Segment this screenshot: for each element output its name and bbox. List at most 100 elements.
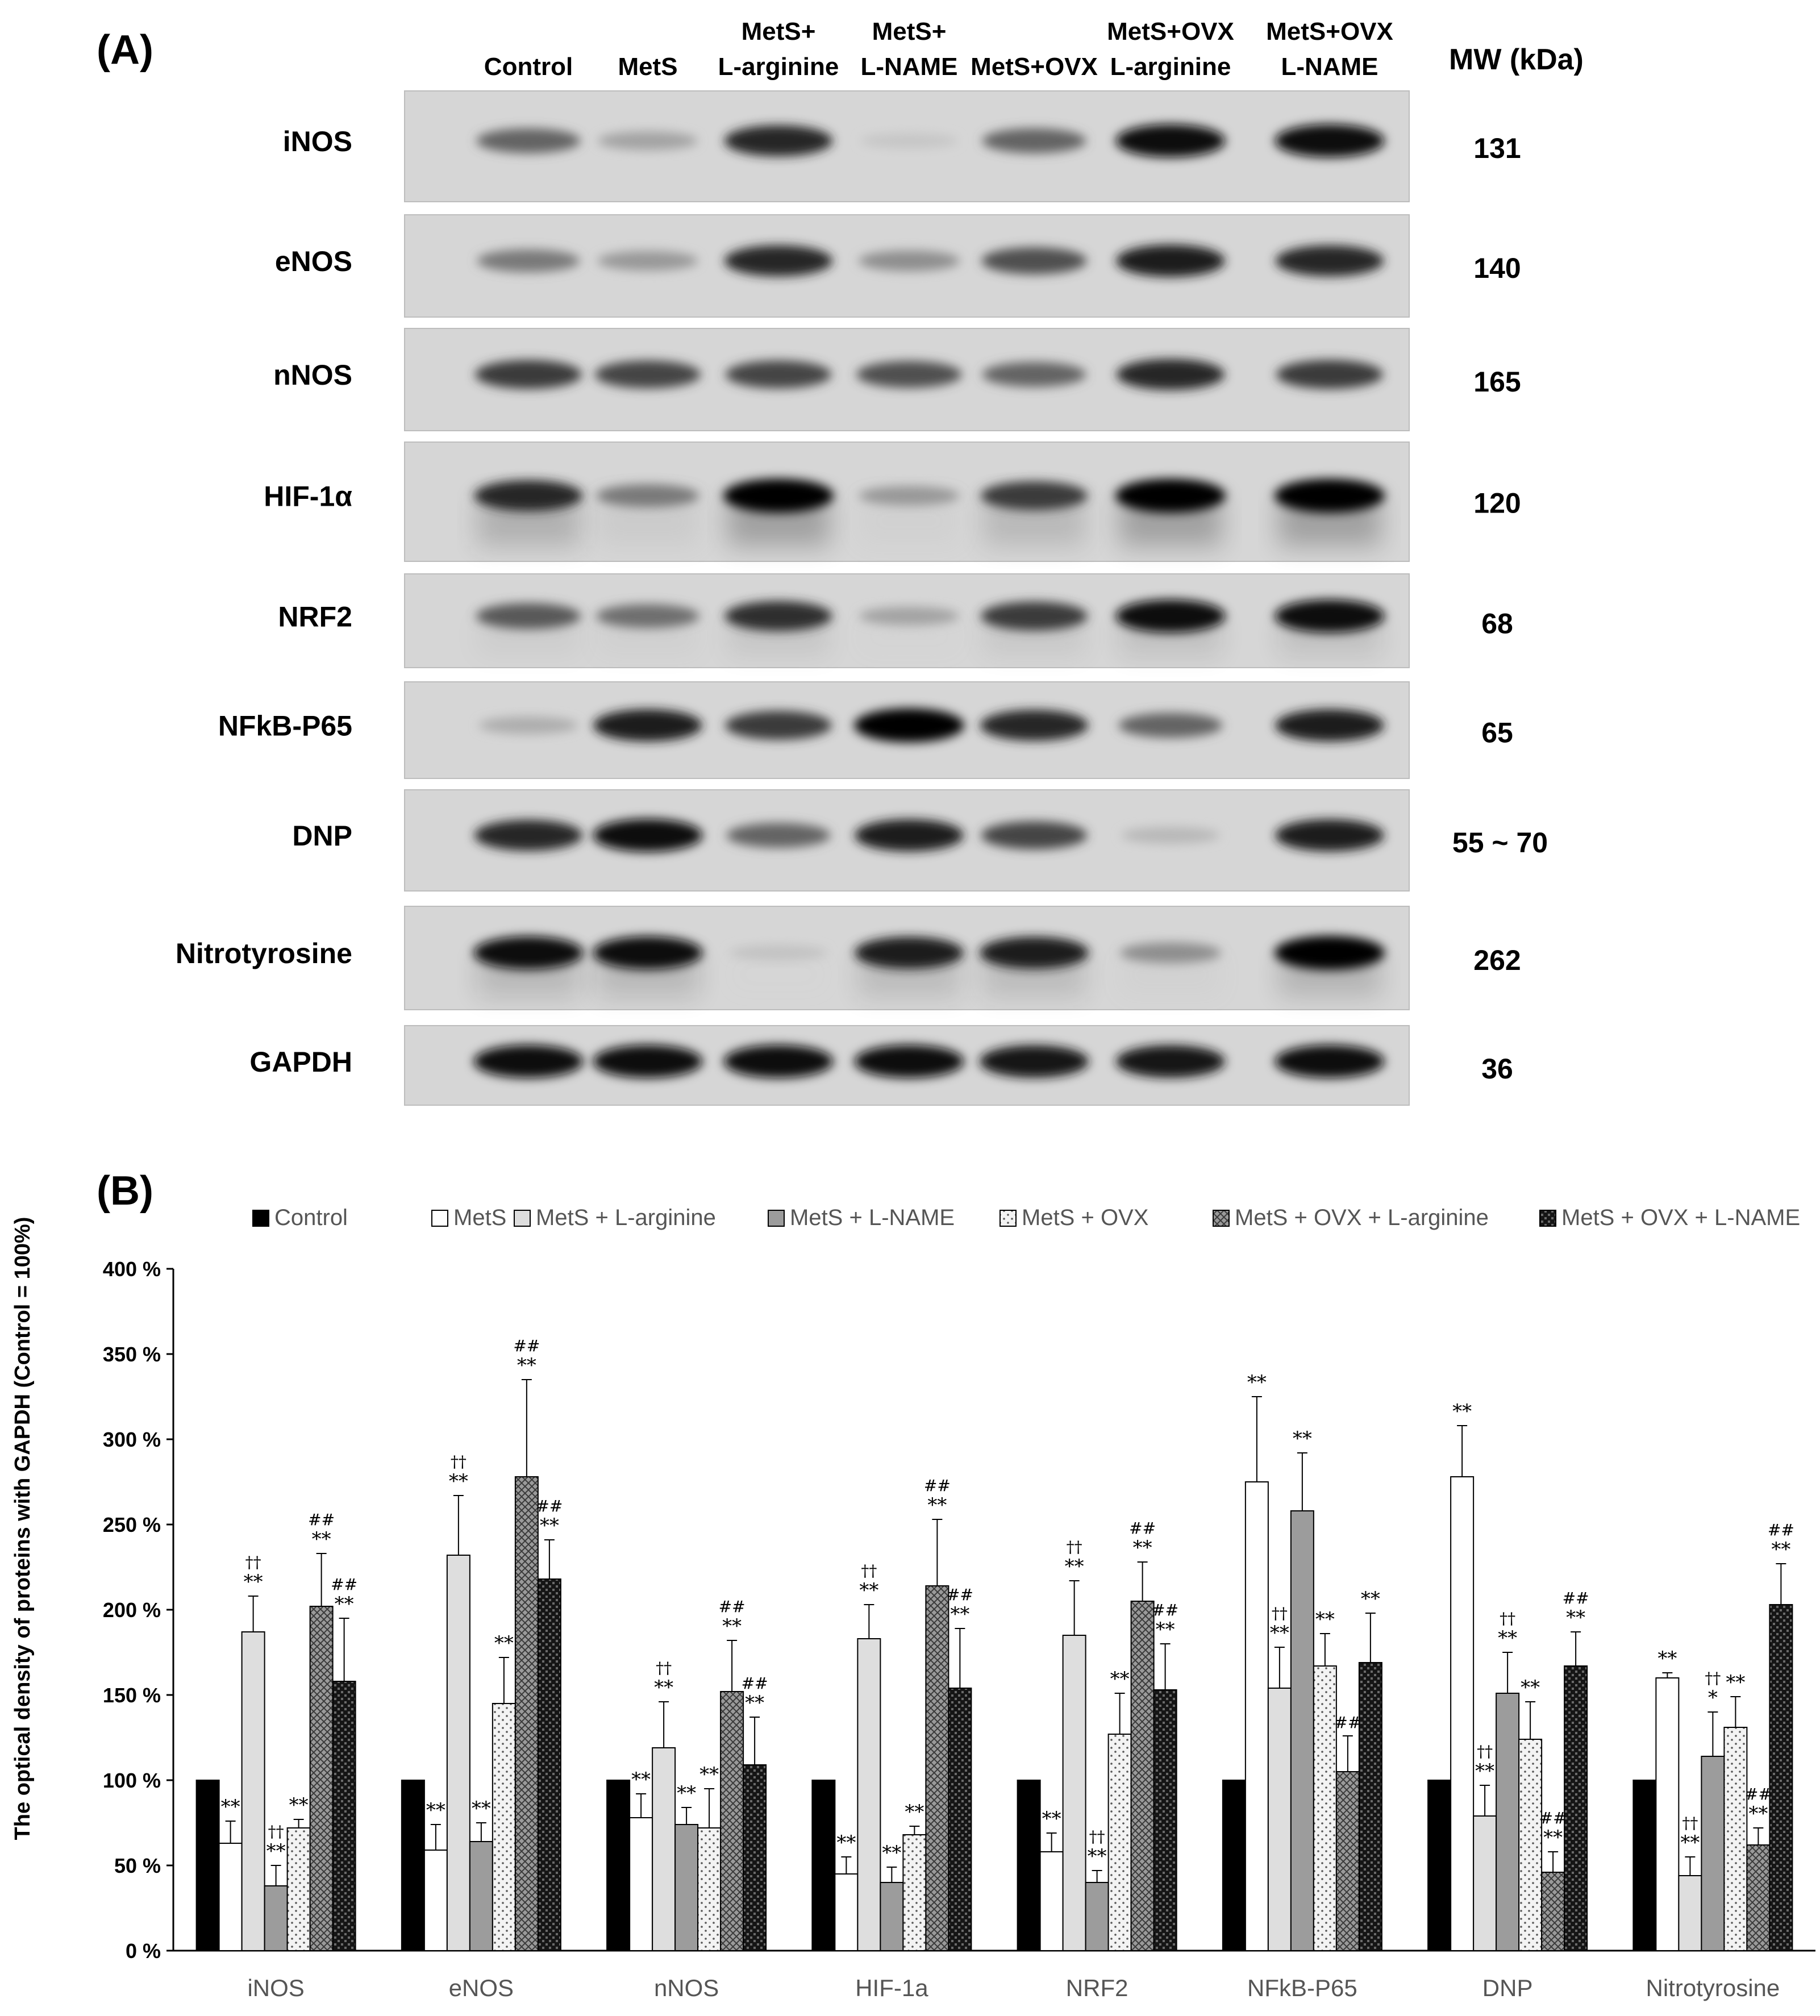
- band: [981, 601, 1088, 631]
- band: [593, 1044, 703, 1078]
- lane-header-line1: MetS+: [742, 18, 816, 45]
- band: [1115, 124, 1226, 157]
- significance-mark: ##: [1129, 1519, 1156, 1538]
- x-tick-label: NRF2: [1066, 1975, 1128, 2001]
- significance-mark: **: [927, 1494, 947, 1517]
- significance-mark: ††: [1272, 1604, 1288, 1623]
- band: [1116, 359, 1225, 390]
- significance-mark: **: [1156, 1618, 1175, 1641]
- significance-mark: **: [1726, 1671, 1745, 1694]
- significance-mark: **: [722, 1615, 742, 1638]
- significance-mark: **: [905, 1801, 924, 1823]
- legend-item: MetS + L-NAME: [768, 1205, 955, 1230]
- y-tick-label: 100 %: [103, 1769, 161, 1792]
- bar: [1701, 1756, 1725, 1951]
- bar: [1678, 1875, 1702, 1951]
- significance-mark: **: [517, 1354, 536, 1377]
- significance-mark: **: [312, 1528, 331, 1551]
- band: [473, 936, 584, 969]
- bar: [1632, 1780, 1657, 1951]
- legend-label: MetS + OVX + L-NAME: [1561, 1205, 1800, 1230]
- significance-mark: **: [631, 1768, 651, 1791]
- significance-mark: **: [882, 1842, 901, 1864]
- mw-value: 68: [1481, 607, 1513, 639]
- band: [596, 604, 699, 628]
- bar: [1518, 1739, 1543, 1951]
- significance-mark: **: [1748, 1802, 1768, 1825]
- significance-mark: *: [1708, 1686, 1718, 1709]
- legend-label: MetS + OVX: [1022, 1205, 1148, 1230]
- band: [1275, 1044, 1385, 1078]
- blot-border: [404, 681, 1410, 779]
- band: [725, 711, 832, 740]
- blot-row: DNP 55 ~ 70: [292, 789, 1548, 892]
- significance-mark: **: [221, 1796, 240, 1818]
- band: [981, 821, 1088, 849]
- bar: [1655, 1677, 1680, 1951]
- legend-item: MetS + OVX + L-NAME: [1539, 1205, 1800, 1230]
- band: [980, 936, 1089, 969]
- blot-row: iNOS 131: [283, 90, 1521, 202]
- bar: [948, 1688, 972, 1951]
- significance-mark: ††: [1089, 1827, 1105, 1846]
- lane-header-line1: MetS+OVX: [1107, 18, 1234, 45]
- legend-swatch: [768, 1210, 785, 1227]
- legend-swatch: [431, 1210, 448, 1227]
- mw-value: 36: [1481, 1053, 1513, 1085]
- legend-swatch: [999, 1210, 1017, 1227]
- significance-mark: **: [1133, 1536, 1152, 1559]
- band: [596, 484, 699, 507]
- bar: [880, 1882, 904, 1951]
- significance-mark: **: [1566, 1606, 1585, 1629]
- significance-mark: **: [335, 1593, 354, 1615]
- significance-mark: ††: [861, 1561, 877, 1580]
- band: [982, 362, 1086, 387]
- band: [1275, 478, 1385, 513]
- band: [593, 936, 703, 969]
- bar: [1017, 1780, 1041, 1951]
- significance-mark: **: [494, 1632, 514, 1655]
- bar-chart: 0 % 50 % 100 % 150 % 200 % 250 % 300 % 350 % 400…: [103, 1257, 1815, 2001]
- bar: [1085, 1882, 1109, 1951]
- band: [1275, 819, 1384, 852]
- significance-mark: **: [1543, 1826, 1563, 1849]
- significance-mark: ††: [1705, 1669, 1721, 1688]
- blot-row: GAPDH 36: [249, 1025, 1513, 1106]
- significance-mark: **: [449, 1470, 468, 1493]
- blot-panels: iNOS 131 eNOS 140 nNOS 165 HIF-1α 120 NRF2 68 NFkB…: [176, 90, 1548, 1106]
- significance-mark: ††: [656, 1659, 672, 1677]
- band: [855, 936, 964, 969]
- bar: [401, 1780, 425, 1951]
- band: [980, 710, 1089, 741]
- legend-swatch: [252, 1210, 269, 1227]
- band: [593, 819, 703, 852]
- band: [859, 486, 960, 506]
- significance-mark: **: [540, 1514, 559, 1537]
- significance-mark: ##: [308, 1510, 335, 1529]
- bar: [606, 1780, 631, 1951]
- lane-headers: Control MetS MetS+ L-arginine MetS+ L-NAME Met…: [484, 18, 1393, 81]
- band: [723, 478, 834, 513]
- significance-mark: ##: [742, 1674, 768, 1693]
- significance-mark: ††: [245, 1553, 261, 1572]
- protein-label: NFkB-P65: [218, 710, 352, 742]
- bar: [1723, 1727, 1748, 1951]
- band: [723, 1044, 834, 1078]
- band: [981, 247, 1087, 274]
- significance-mark: **: [1042, 1807, 1061, 1830]
- mw-value: 165: [1473, 366, 1521, 398]
- significance-mark: **: [426, 1799, 445, 1822]
- significance-mark: **: [859, 1579, 878, 1602]
- significance-mark: **: [266, 1840, 286, 1863]
- band: [1119, 942, 1222, 964]
- bar: [241, 1631, 265, 1951]
- significance-mark: ††: [268, 1822, 284, 1841]
- significance-mark: ††: [451, 1452, 467, 1471]
- significance-mark: **: [1452, 1400, 1472, 1423]
- bar: [423, 1850, 448, 1951]
- bar: [1313, 1665, 1337, 1951]
- bar: [629, 1817, 653, 1951]
- significance-mark: ##: [1334, 1713, 1361, 1732]
- bar: [1450, 1476, 1475, 1951]
